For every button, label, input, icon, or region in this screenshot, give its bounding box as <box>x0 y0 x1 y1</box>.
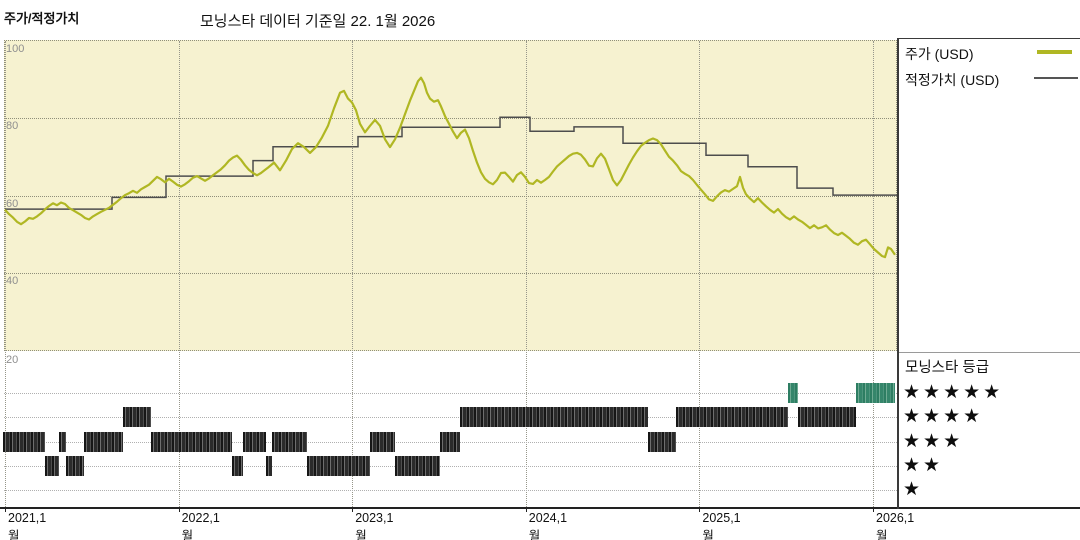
rating-bar-2star <box>45 455 59 476</box>
rating-bar-3star <box>59 431 66 452</box>
value-gridline <box>4 273 897 274</box>
x-tick-label: 2021,1월 <box>8 511 47 540</box>
price-line-swatch <box>1037 50 1072 54</box>
rating-bar-4star <box>676 407 788 428</box>
x-axis-tick <box>178 507 180 512</box>
value-gridline <box>4 118 897 119</box>
y-tick-label: 20 <box>6 353 19 366</box>
rating-level-line <box>4 393 897 394</box>
rating-panel-border <box>899 352 1080 353</box>
rating-bar-4star <box>460 407 648 428</box>
year-gridline <box>873 41 874 507</box>
rating-bar-3star <box>84 431 123 452</box>
rating-level-line <box>4 465 897 467</box>
rating-level-line <box>4 490 897 491</box>
x-tick-label: 2025,1월 <box>702 511 741 540</box>
y-tick-label: 100 <box>6 42 25 55</box>
x-axis-tick <box>352 507 354 512</box>
rating-bar-3star <box>648 431 676 452</box>
star-row-4: ★★★★ <box>903 406 984 428</box>
rating-bar-5star <box>856 383 895 403</box>
legend-price-label: 주가 (USD) <box>905 46 974 62</box>
fair-value-line-swatch <box>1034 77 1078 79</box>
legend-panel-border <box>897 38 1080 39</box>
rating-bar-3star <box>440 431 460 452</box>
year-gridline <box>5 41 6 507</box>
rating-bar-3star <box>3 431 45 452</box>
rating-bar-5star <box>788 383 798 403</box>
chart-title: 모닝스타 데이터 기준일 22. 1월 2026 <box>200 13 436 30</box>
x-axis-tick <box>873 507 874 512</box>
rating-bar-3star <box>151 431 232 452</box>
x-axis-line <box>0 507 1080 509</box>
rating-bar-3star <box>370 431 395 452</box>
page-title: 주가/적정가치 <box>4 11 80 26</box>
rating-bar-2star <box>266 455 272 476</box>
year-gridline <box>699 41 701 507</box>
y-tick-label: 80 <box>6 120 19 132</box>
rating-bar-3star <box>243 431 266 452</box>
legend-fair-value-label: 적정가치 (USD) <box>905 72 1000 88</box>
star-row-1: ★ <box>903 479 924 500</box>
x-tick-label: 2026,1월 <box>876 511 915 540</box>
rating-legend-title: 모닝스타 등급 <box>905 360 990 376</box>
star-row-3: ★★★ <box>903 430 964 452</box>
x-tick-label: 2024,1월 <box>528 511 568 540</box>
year-gridline <box>178 41 180 507</box>
star-row-2: ★★ <box>903 454 944 476</box>
y-tick-label: 60 <box>6 197 19 210</box>
x-axis-tick <box>699 507 701 512</box>
rating-bar-4star <box>798 407 856 428</box>
rating-bar-2star <box>395 455 440 476</box>
year-gridline <box>525 41 527 507</box>
y-tick-label: 40 <box>6 275 19 287</box>
x-tick-label: 2023,1월 <box>355 511 394 540</box>
year-gridline <box>352 41 354 507</box>
rating-bar-2star <box>232 455 243 476</box>
x-axis-tick <box>525 507 527 512</box>
x-axis-tick <box>5 507 6 512</box>
rating-bar-3star <box>272 431 307 452</box>
value-gridline <box>4 195 897 197</box>
star-row-5: ★★★★★ <box>903 382 1004 403</box>
rating-bar-2star <box>307 455 370 476</box>
panel-divider <box>897 38 899 509</box>
rating-bar-4star <box>123 407 151 428</box>
x-tick-label: 2022,1월 <box>181 511 220 540</box>
rating-level-line <box>4 417 897 419</box>
rating-bar-2star <box>66 455 84 476</box>
